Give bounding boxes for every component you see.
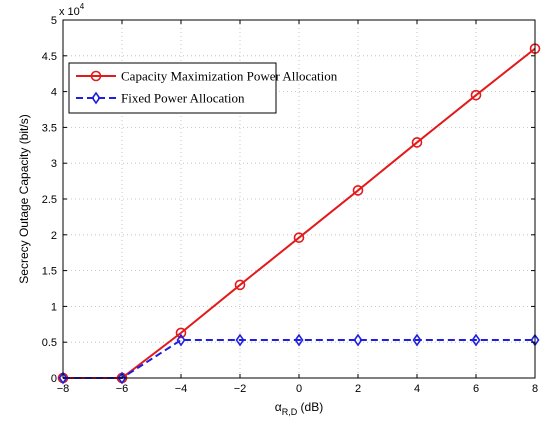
x-axis-unit: (dB)	[297, 400, 323, 414]
y-multiplier-base: x 10	[59, 6, 80, 18]
data-point	[235, 333, 245, 347]
series-line	[63, 47, 536, 379]
x-tick-label: −4	[175, 383, 188, 395]
x-tick-label: 2	[355, 383, 361, 395]
y-tick-label: 1.5	[42, 266, 57, 278]
y-tick-label: 3	[51, 158, 57, 170]
x-tick-label: 8	[532, 383, 538, 395]
x-tick-label: −6	[116, 383, 129, 395]
y-tick-label: 0.5	[42, 337, 57, 349]
series-layer	[57, 43, 541, 385]
x-axis-label: αR,D (dB)	[275, 400, 323, 417]
legend-box	[68, 62, 277, 114]
y-axis-label: Secrecy Outage Capacity (bit/s)	[17, 114, 31, 283]
data-point	[117, 371, 127, 385]
y-tick-label: 3.5	[42, 122, 57, 134]
data-point	[352, 185, 364, 196]
data-point	[175, 327, 187, 339]
x-tick-label: 4	[414, 383, 420, 395]
x-axis-symbol: α	[275, 400, 282, 414]
y-tick-label: 1	[51, 301, 57, 313]
axis-ticks: −8 −6 −4 −2 0 2 4 6 8 0 0.5 1 1.5 2 2.5 3 3.5 4 4.5 5	[42, 15, 538, 395]
data-point	[412, 333, 422, 347]
y-tick-label: 2.5	[42, 194, 57, 206]
data-point	[234, 279, 246, 291]
data-point	[470, 89, 482, 101]
data-point	[471, 333, 481, 347]
x-tick-label: −2	[234, 383, 247, 395]
legend: Capacity Maximization Power Allocation Fi…	[68, 62, 338, 114]
grid	[63, 20, 535, 378]
y-tick-label: 2	[51, 230, 57, 242]
y-tick-label: 4.5	[42, 51, 57, 63]
data-point	[176, 333, 186, 347]
legend-label: Fixed Power Allocation	[121, 91, 245, 106]
x-axis-subscript: R,D	[282, 407, 298, 417]
y-tick-label: 5	[51, 15, 57, 27]
data-point	[353, 333, 363, 347]
data-point	[58, 371, 68, 385]
data-point	[293, 232, 305, 243]
legend-marker	[90, 70, 102, 82]
x-tick-label: −8	[57, 383, 70, 395]
data-point	[294, 333, 304, 347]
x-tick-label: 0	[296, 383, 302, 395]
legend-label: Capacity Maximization Power Allocation	[121, 69, 338, 84]
legend-marker	[91, 91, 101, 105]
data-point	[411, 137, 423, 148]
y-multiplier-exponent: 4	[80, 2, 85, 11]
y-axis-multiplier: x 104	[59, 2, 85, 18]
x-tick-label: 6	[473, 383, 479, 395]
y-tick-label: 0	[51, 373, 57, 385]
series-line	[63, 339, 535, 379]
y-tick-label: 4	[51, 87, 57, 99]
